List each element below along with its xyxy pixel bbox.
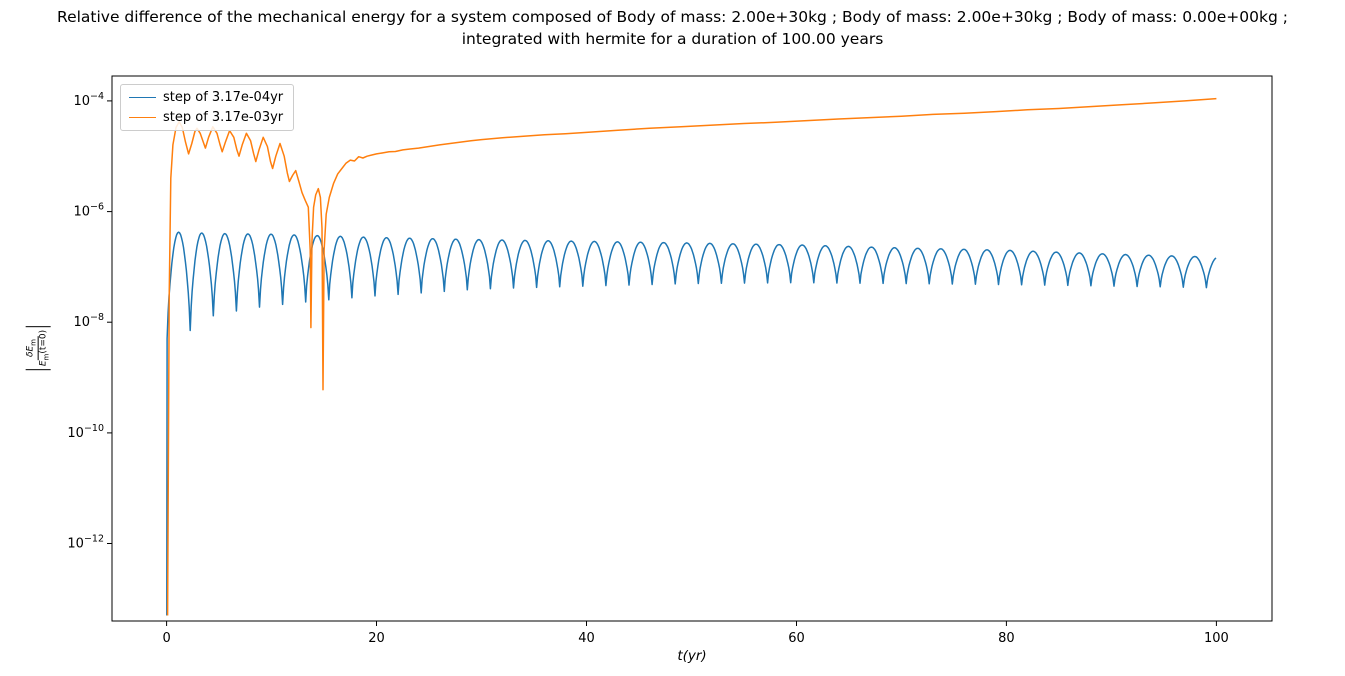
ylabel-numerator-main: δE (25, 345, 36, 358)
abs-bar-left-icon (25, 369, 51, 371)
y-tick-label: 10−6 (73, 202, 104, 220)
series-line-0 (166, 231, 1217, 616)
x-axis-label: t(yr) (677, 648, 707, 664)
y-tick-label: 10−8 (73, 312, 104, 330)
x-tick-label: 100 (1204, 631, 1229, 646)
chart-title: Relative difference of the mechanical en… (0, 6, 1345, 50)
legend-line-swatch (129, 96, 156, 99)
x-tick-label: 60 (788, 631, 805, 646)
ylabel-fraction: δEm Em(t=0) (25, 329, 51, 367)
ylabel-denominator-rest: (t=0) (38, 329, 49, 354)
x-tick-label: 40 (578, 631, 595, 646)
legend: step of 3.17e-04yr step of 3.17e-03yr (120, 84, 295, 131)
legend-line-swatch (129, 116, 156, 119)
y-axis-label-fraction: δEm Em(t=0) (25, 325, 51, 371)
ylabel-denominator-sub: m (42, 353, 51, 361)
legend-entry: step of 3.17e-03yr (129, 110, 283, 125)
legend-entry: step of 3.17e-04yr (129, 90, 283, 105)
x-tick-label: 80 (998, 631, 1015, 646)
x-tick-label: 20 (368, 631, 385, 646)
ylabel-numerator-sub: m (29, 338, 38, 346)
ylabel-denominator: Em(t=0) (39, 330, 51, 366)
legend-label: step of 3.17e-04yr (163, 90, 284, 105)
axes-spines (111, 75, 1273, 622)
chart-title-line1: Relative difference of the mechanical en… (57, 8, 1288, 26)
x-tick-label: 0 (162, 631, 170, 646)
abs-bar-right-icon (25, 325, 51, 327)
y-tick-label: 10−12 (67, 534, 104, 552)
y-tick-label: 10−10 (67, 423, 104, 441)
chart-title-line2: integrated with hermite for a duration o… (461, 30, 884, 48)
legend-label: step of 3.17e-03yr (163, 110, 284, 125)
y-tick-label: 10−4 (73, 91, 104, 109)
ylabel-denominator-main: E (38, 360, 49, 367)
ylabel-numerator: δEm (25, 335, 39, 361)
series-line-1 (166, 97, 1217, 616)
